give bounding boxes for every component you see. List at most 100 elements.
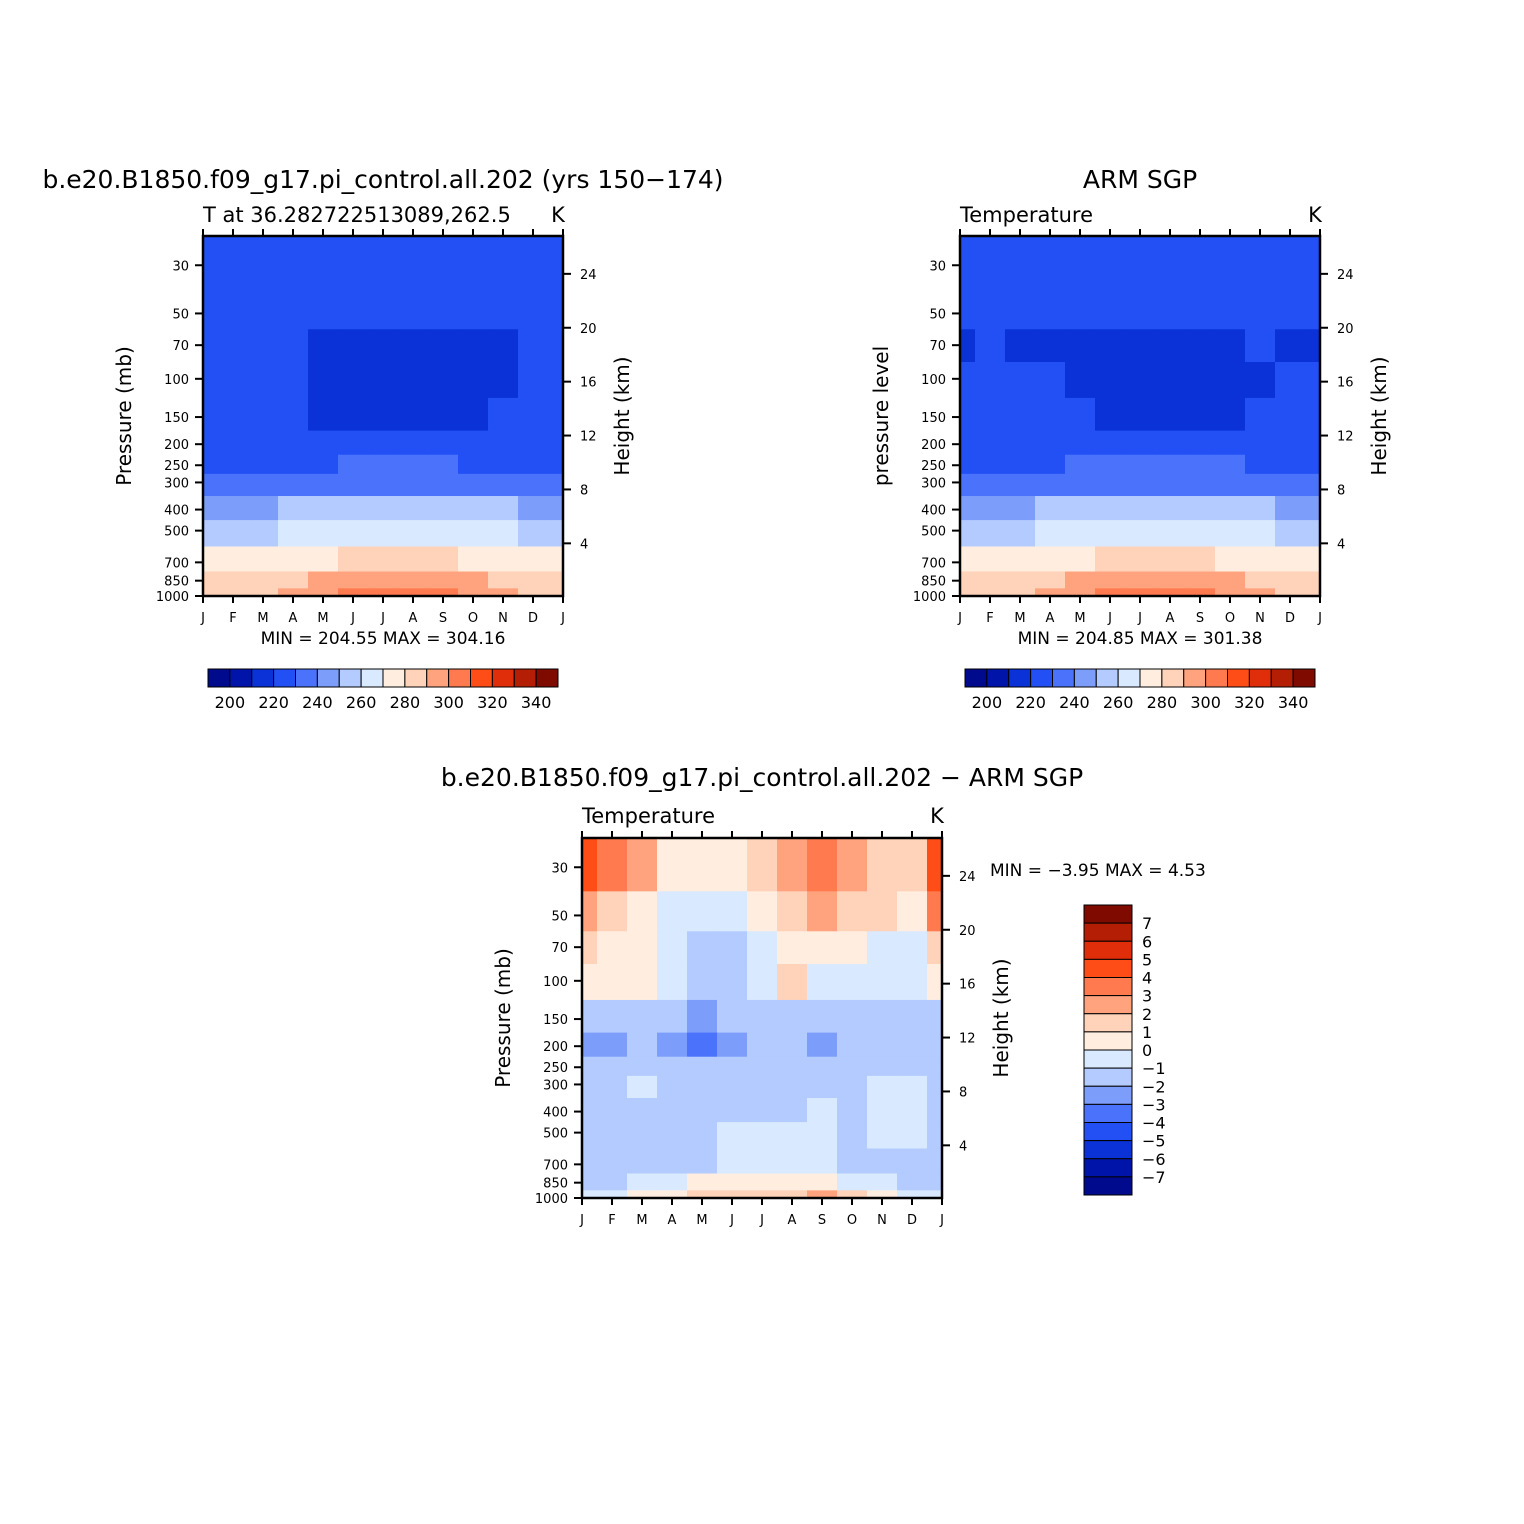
y-axis-label: pressure level [869, 346, 893, 486]
heatmap-cell [488, 430, 519, 456]
heatmap-cell [582, 1122, 598, 1150]
heatmap-cell [1275, 430, 1306, 456]
heatmap-cell [458, 289, 489, 330]
colorbar-swatch [1227, 668, 1250, 688]
heatmap-cell [975, 361, 1006, 399]
heatmap-cell [1065, 496, 1096, 521]
heatmap-cell [777, 1098, 808, 1123]
heatmap-cell [657, 1148, 688, 1175]
colorbar-label: 220 [1015, 693, 1046, 712]
heatmap-cell [657, 963, 688, 1001]
heatmap-cell [1065, 289, 1096, 330]
heatmap-cell [1155, 397, 1186, 432]
heatmap-cell [1185, 571, 1216, 589]
heatmap-cell [1215, 571, 1246, 589]
heatmap-cell [1275, 361, 1306, 399]
y-tick-label: 70 [551, 941, 568, 956]
colorbar-swatch [1083, 904, 1133, 924]
heatmap-cell [1155, 571, 1186, 589]
heatmap-cell [1245, 289, 1276, 330]
colorbar-swatch [1083, 1122, 1133, 1142]
heatmap-cell [458, 588, 489, 596]
heatmap-cell [518, 546, 549, 573]
heatmap-cell [1185, 289, 1216, 330]
heatmap-cell [807, 838, 838, 892]
heatmap-cell [597, 1173, 628, 1191]
heatmap-cell [1005, 236, 1036, 290]
heatmap-cell [867, 1122, 898, 1150]
heatmap-cell [807, 931, 838, 965]
heatmap-cell [1095, 289, 1126, 330]
x-tick-label: M [1014, 611, 1025, 626]
y-axis-label: Pressure (mb) [112, 346, 136, 486]
heatmap-cell [1305, 473, 1320, 497]
heatmap-cell [1245, 361, 1276, 399]
y-right-tick-label: 4 [959, 1139, 967, 1154]
y-tick-label: 250 [921, 459, 946, 474]
heatmap-cell [867, 1148, 898, 1175]
heatmap-cell [1065, 588, 1096, 596]
heatmap-cell [518, 571, 549, 589]
heatmap-cell [927, 963, 942, 1001]
heatmap-cell [1005, 397, 1036, 432]
x-tick-label: J [560, 611, 565, 626]
min-max-text: MIN = 204.55 MAX = 304.16 [261, 629, 506, 649]
heatmap-cell [975, 571, 1006, 589]
heatmap-cell [398, 546, 429, 573]
heatmap-cell [248, 546, 279, 573]
heatmap-cell [837, 838, 868, 892]
heatmap-cell [218, 361, 249, 399]
heatmap-cell [897, 963, 928, 1001]
heatmap-cell [747, 838, 778, 892]
heatmap-cell [368, 361, 399, 399]
heatmap-cell [1035, 397, 1066, 432]
heatmap-cell [897, 1148, 928, 1175]
heatmap-cell [518, 473, 549, 497]
heatmap-cell [582, 838, 598, 892]
heatmap-cell [657, 1122, 688, 1150]
heatmap-cell [398, 236, 429, 290]
y-tick-label: 850 [543, 1177, 568, 1192]
heatmap-cell [1035, 289, 1066, 330]
heatmap-cell [582, 963, 598, 1001]
heatmap-cell [975, 520, 1006, 548]
heatmap-cell [308, 454, 339, 475]
heatmap-cell [807, 1173, 838, 1191]
heatmap-cell [398, 520, 429, 548]
heatmap-cell [1005, 496, 1036, 521]
colorbar-swatch [1030, 668, 1053, 688]
y-tick-label: 700 [543, 1158, 568, 1173]
x-tick-label: M [696, 1213, 707, 1228]
heatmap-cell [1215, 236, 1246, 290]
x-tick-label: S [439, 611, 447, 626]
heatmap-cell [1245, 588, 1276, 596]
colorbar-swatch [1270, 668, 1294, 688]
heatmap-cell [627, 891, 658, 932]
heatmap-cell [1005, 454, 1036, 475]
heatmap-cell [582, 999, 598, 1034]
heatmap-cell [687, 1122, 718, 1150]
heatmap-cell [548, 496, 563, 521]
heatmap-cell [458, 473, 489, 497]
heatmap-cell [867, 931, 898, 965]
heatmap-cell [368, 430, 399, 456]
heatmap-cell [582, 1075, 598, 1099]
heatmap-cell [867, 891, 898, 932]
heatmap-cell [458, 397, 489, 432]
heatmap-cell [518, 289, 549, 330]
heatmap-cell [488, 361, 519, 399]
heatmap-cell [1215, 588, 1246, 596]
heatmap-cell [597, 1056, 628, 1077]
x-tick-label: J [939, 1213, 944, 1228]
heatmap-cell [597, 999, 628, 1034]
heatmap-cell [807, 1075, 838, 1099]
heatmap-cell [777, 1173, 808, 1191]
heatmap-cell [1155, 473, 1186, 497]
heatmap-cell [747, 1122, 778, 1150]
heatmap-cell [248, 473, 279, 497]
colorbar-label: 280 [390, 693, 421, 712]
y-tick-label: 100 [921, 373, 946, 388]
y-right-tick-label: 20 [959, 924, 976, 939]
heatmap-cell [248, 588, 279, 596]
heatmap-cell [960, 289, 976, 330]
